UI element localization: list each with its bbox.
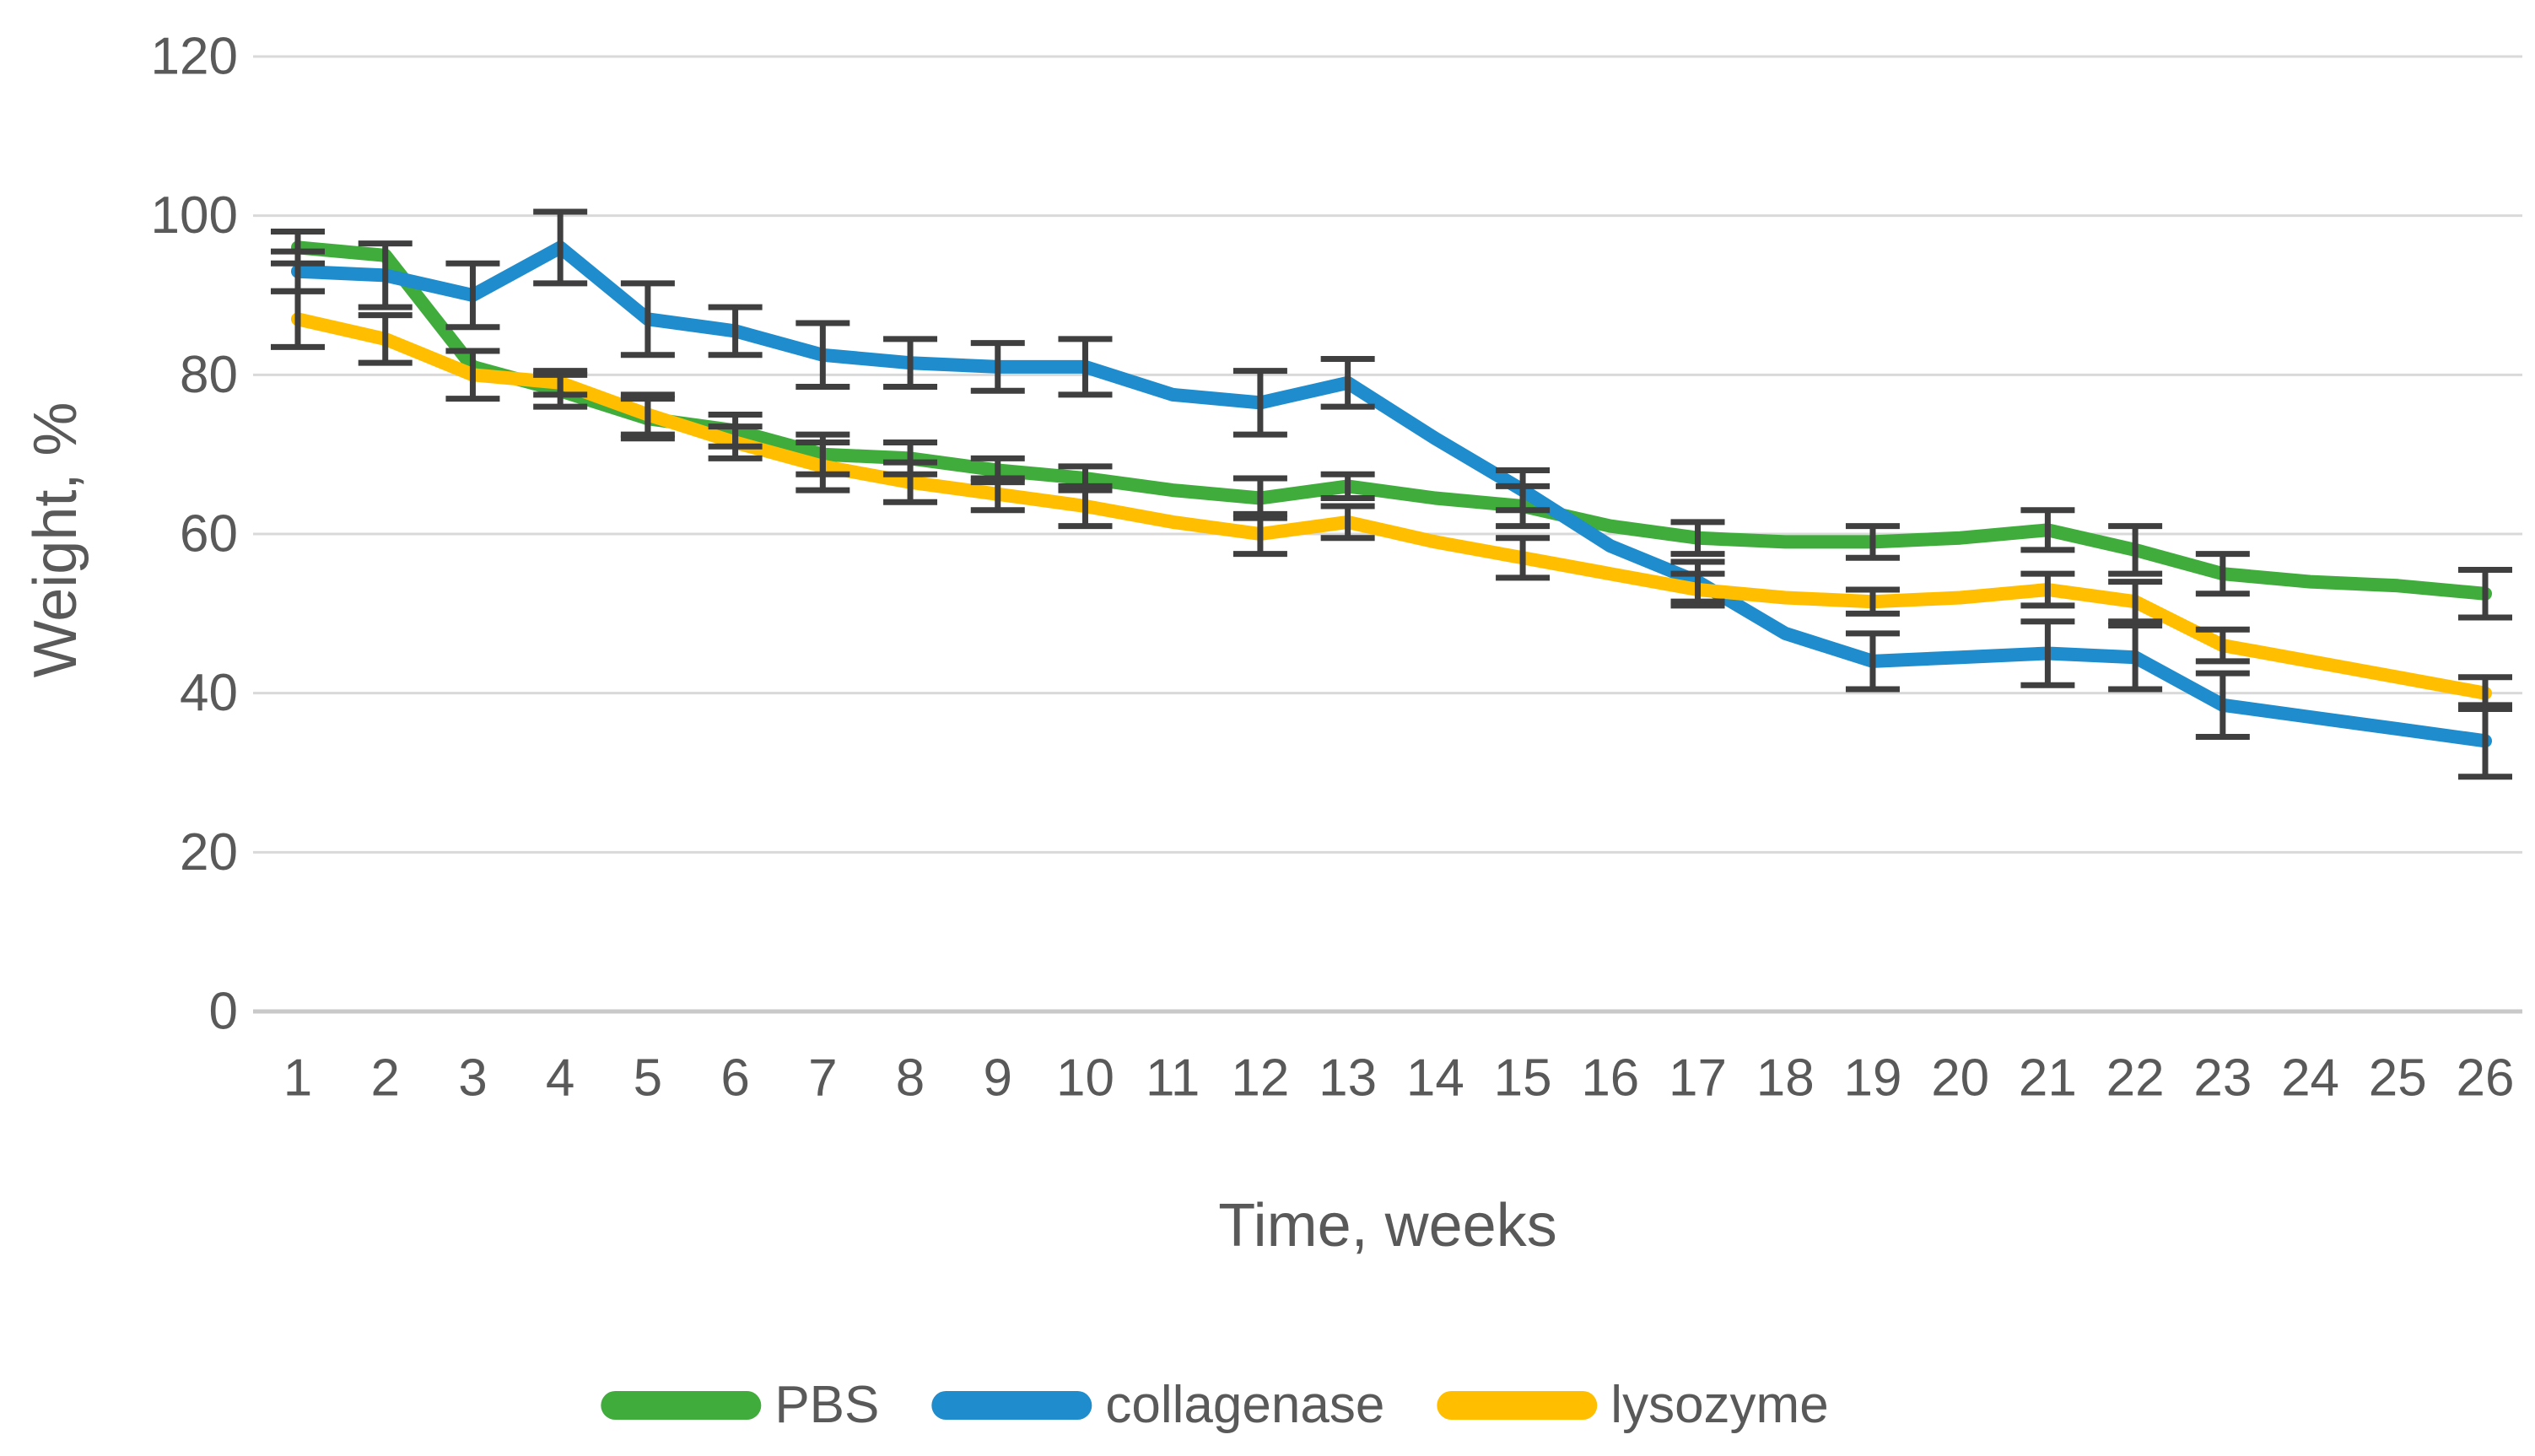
y-tick-label: 0: [209, 983, 238, 1041]
x-tick-label: 9: [984, 1049, 1012, 1108]
x-tick-label: 8: [896, 1049, 925, 1108]
x-tick-label: 14: [1406, 1049, 1464, 1108]
legend-item-PBS: PBS: [601, 1375, 879, 1435]
legend-label: lysozyme: [1610, 1376, 1829, 1434]
y-tick-label: 80: [180, 346, 238, 404]
x-axis-title: Time, weeks: [1218, 1192, 1557, 1259]
x-tick-label: 7: [808, 1049, 837, 1108]
y-axis-title: Weight, %: [22, 402, 89, 678]
x-tick-label: 26: [2457, 1049, 2515, 1108]
y-tick-label: 20: [180, 823, 238, 882]
legend-item-collagenase: collagenase: [931, 1375, 1384, 1435]
x-tick-label: 17: [1669, 1049, 1727, 1108]
y-tick-label: 100: [151, 186, 238, 245]
x-tick-label: 24: [2281, 1049, 2339, 1108]
x-tick-label: 4: [546, 1049, 574, 1108]
y-tick-label: 60: [180, 505, 238, 564]
x-tick-label: 23: [2193, 1049, 2252, 1108]
x-tick-label: 19: [1843, 1049, 1901, 1108]
series-line-collagenase: [291, 240, 2492, 748]
x-tick-label: 20: [1931, 1049, 1989, 1108]
x-tick-label: 18: [1756, 1049, 1815, 1108]
x-tick-label: 10: [1056, 1049, 1114, 1108]
y-tick-label: 120: [151, 28, 238, 86]
x-tick-label: 16: [1581, 1049, 1639, 1108]
x-tick-label: 12: [1231, 1049, 1289, 1108]
x-tick-label: 25: [2369, 1049, 2427, 1108]
legend-swatch-lysozyme: [1437, 1390, 1598, 1420]
chart-legend: PBS collagenase lysozyme: [601, 1375, 1829, 1435]
x-tick-label: 3: [458, 1049, 487, 1108]
y-tick-label: 40: [180, 664, 238, 722]
legend-item-lysozyme: lysozyme: [1437, 1375, 1829, 1435]
x-tick-label: 21: [2019, 1049, 2077, 1108]
x-tick-label: 11: [1146, 1049, 1200, 1108]
x-tick-label: 2: [370, 1049, 399, 1108]
x-tick-label: 5: [634, 1049, 662, 1108]
x-tick-label: 22: [2106, 1049, 2165, 1108]
x-tick-label: 15: [1494, 1049, 1552, 1108]
legend-label: collagenase: [1105, 1376, 1385, 1434]
x-tick-label: 6: [720, 1049, 749, 1108]
legend-swatch-PBS: [601, 1390, 762, 1420]
x-tick-label: 13: [1319, 1049, 1377, 1108]
legend-label: PBS: [774, 1376, 880, 1434]
x-tick-label: 1: [283, 1049, 312, 1108]
series-line-lysozyme: [291, 312, 2492, 700]
legend-swatch-collagenase: [931, 1390, 1092, 1420]
